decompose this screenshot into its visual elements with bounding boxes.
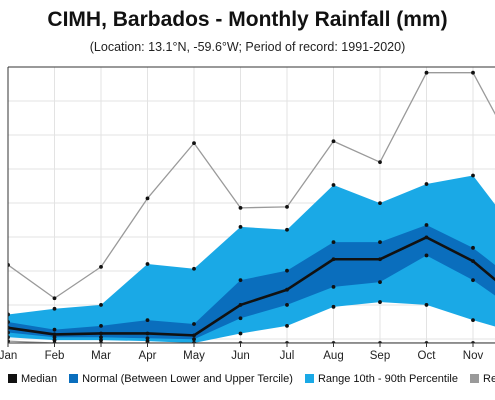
lower-tercile-point [424, 253, 429, 258]
p90-point [471, 173, 475, 178]
upper-tercile-point [331, 240, 336, 245]
lower-tercile-point [471, 278, 475, 283]
record-high-point [471, 70, 475, 75]
median-point [52, 332, 57, 337]
upper-tercile-point [471, 245, 475, 250]
p10-point [424, 303, 429, 307]
legend-label-range: Range 10th - 90th Percentile [317, 373, 458, 386]
p10-point [471, 318, 475, 323]
p90-point [192, 266, 196, 271]
median-point [238, 303, 243, 307]
p90-point [99, 303, 103, 307]
legend-label-normal: Normal (Between Lower and Upper Tercile) [82, 373, 293, 386]
p90-point [145, 262, 150, 266]
record-high-point [99, 264, 103, 269]
chart-legend: Median Normal (Between Lower and Upper T… [8, 373, 495, 389]
legend-item-median: Median [8, 373, 57, 385]
tercile-band [8, 224, 495, 340]
lower-tercile-point [378, 280, 382, 284]
upper-tercile-point [145, 318, 150, 323]
chart-title: CIMH, Barbados - Monthly Rainfall (mm) [47, 8, 448, 31]
median-point [424, 235, 429, 240]
chart-subtitle: (Location: 13.1°N, -59.6°W; Period of re… [89, 40, 406, 54]
legend-swatch-normal [69, 374, 79, 384]
p90-point [238, 224, 243, 229]
upper-tercile-point [424, 223, 429, 227]
upper-tercile-point [285, 268, 289, 273]
record-high-point [285, 205, 289, 209]
p10-point [238, 331, 243, 336]
record-high-point [424, 70, 429, 75]
p10-point [99, 338, 103, 343]
p10-point [285, 323, 289, 328]
x-tick-label: Nov [463, 350, 484, 362]
record-high-line [8, 72, 495, 299]
median-point [331, 257, 336, 262]
p90-point [52, 306, 57, 311]
x-tick-label: Apr [139, 350, 157, 362]
record-high-point [145, 196, 150, 201]
lower-tercile-point [331, 284, 336, 289]
lower-tercile-point [192, 337, 196, 342]
upper-tercile-point [99, 323, 103, 328]
x-tick-label: May [183, 350, 205, 362]
x-tick-label: Oct [418, 350, 437, 362]
upper-tercile-point [238, 278, 243, 283]
upper-tercile-point [52, 327, 57, 332]
upper-tercile-point [192, 322, 196, 326]
lower-tercile-point [238, 316, 243, 321]
x-tick-label: Jan [0, 350, 17, 362]
record-high-point [378, 160, 382, 165]
p90-point [285, 227, 289, 232]
legend-swatch-record [470, 374, 480, 384]
range-10-90-band [8, 175, 495, 343]
record-high-point [192, 141, 196, 146]
median-point [192, 333, 196, 338]
p10-point [331, 304, 336, 309]
lower-tercile-point [52, 335, 57, 340]
legend-swatch-range [304, 374, 314, 384]
record-high-point [52, 296, 57, 301]
lower-tercile-point [99, 335, 103, 340]
median-point [378, 257, 382, 262]
x-tick-label: Jul [280, 350, 295, 362]
record-high-point [331, 139, 336, 144]
median-point [99, 331, 103, 336]
legend-item-range: Range 10th - 90th Percentile [304, 373, 458, 386]
plot-area [8, 67, 495, 343]
p90-point [424, 182, 429, 186]
p90-point [331, 183, 336, 187]
median-point [285, 287, 289, 292]
p10-point [378, 300, 382, 304]
upper-tercile-point [378, 240, 382, 245]
record-high-point [238, 205, 243, 210]
legend-item-normal: Normal (Between Lower and Upper Tercile) [69, 373, 293, 385]
x-tick-label: Jun [231, 350, 250, 362]
median-point [471, 259, 475, 264]
x-tick-label: Sep [370, 350, 390, 362]
lower-tercile-point [145, 336, 150, 341]
median-point [145, 331, 150, 336]
legend-label-median: Median [21, 373, 58, 386]
median-line [8, 236, 495, 337]
legend-swatch-median [8, 374, 17, 384]
legend-item-record: Record Low/High [470, 373, 495, 385]
p10-point [52, 338, 57, 343]
legend-label-record: Record Low/High [483, 373, 495, 386]
x-tick-label: Aug [323, 350, 343, 362]
x-tick-label: Feb [45, 350, 65, 362]
p90-point [378, 201, 382, 205]
x-tick-label: Mar [91, 350, 111, 362]
lower-tercile-point [285, 303, 289, 307]
